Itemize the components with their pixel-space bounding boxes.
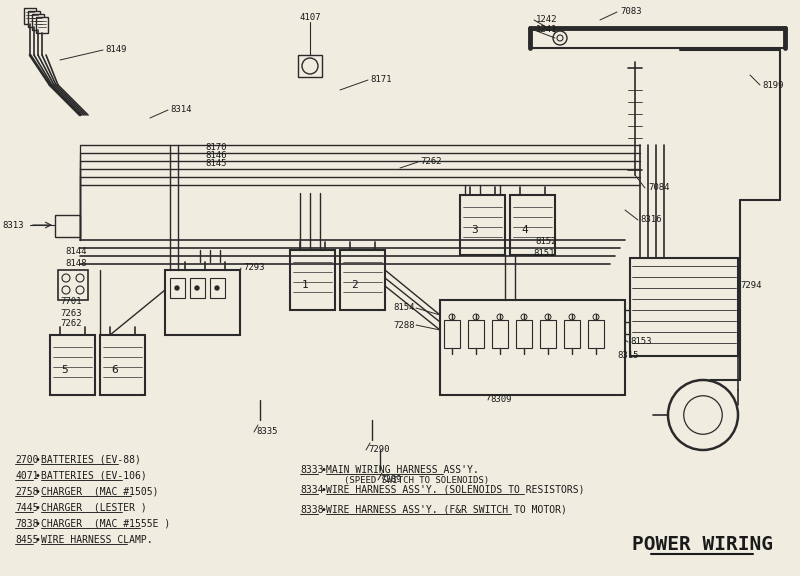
Text: 8199: 8199 bbox=[762, 81, 783, 89]
Text: •: • bbox=[320, 485, 326, 495]
Text: 7262: 7262 bbox=[60, 320, 82, 328]
Text: 7263: 7263 bbox=[60, 309, 82, 317]
Text: WIRE HARNESS ASS'Y. (SOLENOIDS TO RESISTORS): WIRE HARNESS ASS'Y. (SOLENOIDS TO RESIST… bbox=[326, 485, 585, 495]
Text: •: • bbox=[35, 503, 41, 513]
Text: 4071: 4071 bbox=[15, 471, 38, 481]
Text: 8145: 8145 bbox=[205, 160, 226, 169]
Text: BATTERIES (EV-88): BATTERIES (EV-88) bbox=[41, 455, 141, 465]
Bar bbox=[32, 14, 44, 30]
Text: 4: 4 bbox=[522, 225, 528, 235]
Text: 8148: 8148 bbox=[65, 259, 86, 267]
Circle shape bbox=[175, 286, 179, 290]
Text: 8333: 8333 bbox=[300, 465, 323, 475]
Text: •: • bbox=[320, 505, 326, 515]
Bar bbox=[510, 195, 555, 255]
Text: BATTERIES (EV-106): BATTERIES (EV-106) bbox=[41, 471, 146, 481]
Text: 8151: 8151 bbox=[533, 249, 554, 259]
Bar bbox=[444, 320, 460, 348]
Bar bbox=[588, 320, 604, 348]
Bar bbox=[170, 278, 185, 298]
Text: (SPEED SWITCH TO SOLENOIDS): (SPEED SWITCH TO SOLENOIDS) bbox=[344, 476, 489, 485]
Text: 8171: 8171 bbox=[370, 75, 391, 85]
Text: 8335: 8335 bbox=[256, 427, 278, 437]
Text: 8314: 8314 bbox=[170, 105, 191, 115]
Text: 2: 2 bbox=[352, 280, 358, 290]
Text: •: • bbox=[35, 487, 41, 497]
Text: 2758: 2758 bbox=[15, 487, 38, 497]
Text: •: • bbox=[35, 455, 41, 465]
Bar bbox=[298, 55, 322, 77]
Bar bbox=[492, 320, 508, 348]
Bar bbox=[24, 8, 36, 24]
Text: 7289: 7289 bbox=[380, 476, 402, 484]
Text: 6: 6 bbox=[112, 365, 118, 375]
Text: •: • bbox=[35, 535, 41, 545]
Text: 1241: 1241 bbox=[536, 25, 558, 35]
Text: 8315: 8315 bbox=[617, 351, 638, 359]
Circle shape bbox=[195, 286, 199, 290]
Bar bbox=[210, 278, 225, 298]
Text: 8170: 8170 bbox=[205, 143, 226, 153]
Text: 8152: 8152 bbox=[535, 237, 557, 247]
Text: 1242: 1242 bbox=[536, 16, 558, 25]
Text: 7294: 7294 bbox=[740, 281, 762, 290]
Bar bbox=[100, 335, 145, 395]
Bar bbox=[630, 258, 738, 356]
Bar bbox=[340, 250, 385, 310]
Text: CHARGER  (MAC #1555E ): CHARGER (MAC #1555E ) bbox=[41, 519, 170, 529]
Bar bbox=[516, 320, 532, 348]
Text: 8316: 8316 bbox=[640, 215, 662, 225]
Text: WIRE HARNESS ASS'Y. (F&R SWITCH TO MOTOR): WIRE HARNESS ASS'Y. (F&R SWITCH TO MOTOR… bbox=[326, 505, 567, 515]
Text: POWER WIRING: POWER WIRING bbox=[631, 535, 773, 554]
Text: 4107: 4107 bbox=[300, 13, 322, 22]
Bar bbox=[440, 300, 625, 395]
Text: MAIN WIRING HARNESS ASS'Y.: MAIN WIRING HARNESS ASS'Y. bbox=[326, 465, 478, 475]
Text: WIRE HARNESS CLAMP.: WIRE HARNESS CLAMP. bbox=[41, 535, 153, 545]
Bar bbox=[460, 195, 505, 255]
Text: 8153: 8153 bbox=[630, 338, 651, 347]
Text: 7290: 7290 bbox=[368, 445, 390, 454]
Text: 7083: 7083 bbox=[620, 7, 642, 17]
Text: 8338: 8338 bbox=[300, 505, 323, 515]
Text: 8309: 8309 bbox=[490, 396, 511, 404]
Bar bbox=[58, 270, 88, 300]
Text: 8144: 8144 bbox=[65, 248, 86, 256]
Bar bbox=[36, 17, 48, 33]
Text: 7701: 7701 bbox=[60, 297, 82, 306]
Text: 7293: 7293 bbox=[243, 263, 265, 272]
Bar bbox=[165, 270, 240, 335]
Text: 8146: 8146 bbox=[205, 151, 226, 161]
Text: 8149: 8149 bbox=[105, 46, 126, 55]
Text: 7838: 7838 bbox=[15, 519, 38, 529]
Text: 2700: 2700 bbox=[15, 455, 38, 465]
Bar bbox=[290, 250, 335, 310]
Text: 7084: 7084 bbox=[648, 184, 670, 192]
Text: •: • bbox=[35, 519, 41, 529]
Bar bbox=[50, 335, 95, 395]
Bar bbox=[540, 320, 556, 348]
Text: 7445: 7445 bbox=[15, 503, 38, 513]
Text: •: • bbox=[35, 471, 41, 481]
Bar bbox=[190, 278, 205, 298]
Text: 8334: 8334 bbox=[300, 485, 323, 495]
Bar bbox=[564, 320, 580, 348]
Text: 8313: 8313 bbox=[2, 221, 23, 229]
Text: 7262: 7262 bbox=[420, 157, 442, 166]
Text: 5: 5 bbox=[62, 365, 68, 375]
Text: •: • bbox=[320, 465, 326, 475]
Bar bbox=[55, 215, 80, 237]
Bar bbox=[468, 320, 484, 348]
Text: 7288: 7288 bbox=[394, 320, 415, 329]
Circle shape bbox=[215, 286, 219, 290]
Text: CHARGER  (LESTER ): CHARGER (LESTER ) bbox=[41, 503, 146, 513]
Text: CHARGER  (MAC #1505): CHARGER (MAC #1505) bbox=[41, 487, 158, 497]
Text: 1: 1 bbox=[302, 280, 308, 290]
Text: 8455: 8455 bbox=[15, 535, 38, 545]
Text: 3: 3 bbox=[472, 225, 478, 235]
Bar bbox=[28, 11, 40, 27]
Text: 8154: 8154 bbox=[394, 304, 415, 313]
